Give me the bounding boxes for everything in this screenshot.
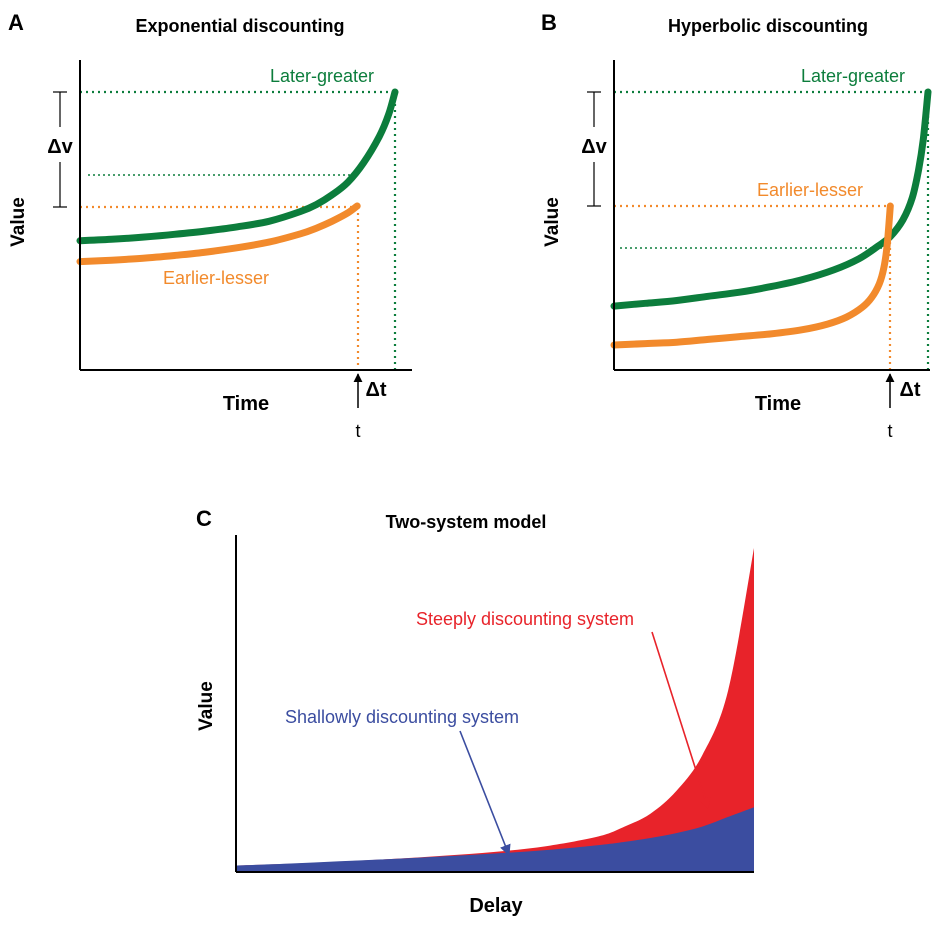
panel-a-delta-t-label: Δt — [365, 379, 386, 401]
panel-c-ylabel: Value — [196, 681, 217, 731]
panel-c-title: Two-system model — [386, 512, 547, 532]
panel-a-letter: A — [8, 10, 24, 35]
panel-b-title: Hyperbolic discounting — [668, 16, 868, 36]
panel-b-later-greater-curve — [610, 88, 932, 310]
panel-a-delta-v-bracket — [53, 91, 67, 208]
panel-b-letter: B — [541, 10, 557, 35]
panel-a-t-label: t — [355, 421, 360, 441]
panel-c-steep-label: Steeply discounting system — [416, 609, 634, 629]
panel-a-earlier-lesser-label: Earlier-lesser — [163, 268, 269, 288]
panel-b-delta-t-label: Δt — [899, 379, 920, 401]
panel-a-delta-v-label: Δv — [47, 136, 73, 158]
panel-b-delta-v-label: Δv — [581, 136, 607, 158]
panel-c-shallow-system-area — [236, 807, 754, 872]
panel-a-xlabel: Time — [223, 393, 269, 415]
panel-a-ylabel: Value — [8, 197, 29, 247]
panel-b-delta-v-bracket — [587, 91, 601, 207]
panel-b-earlier-lesser-curve — [610, 202, 894, 349]
panel-a-later-greater-curve — [76, 88, 399, 245]
panel-b-xlabel: Time — [755, 393, 801, 415]
panel-b-t-label: t — [887, 421, 892, 441]
panel-a-title: Exponential discounting — [135, 16, 344, 36]
panel-a-earlier-lesser-curve — [76, 202, 361, 266]
panel-a: A Exponential discounting Value Time Lat… — [8, 10, 412, 441]
panel-b-ylabel: Value — [542, 197, 563, 247]
panel-a-later-greater-label: Later-greater — [270, 66, 374, 86]
panel-b-earlier-lesser-label: Earlier-lesser — [757, 180, 863, 200]
panel-c-steep-arrow — [651, 631, 711, 810]
panel-b: B Hyperbolic discounting Value Time Late… — [541, 10, 932, 441]
panel-c-shallow-label: Shallowly discounting system — [285, 707, 519, 727]
panel-c-shallow-arrow — [459, 730, 511, 857]
panel-c-xlabel: Delay — [469, 895, 523, 917]
panel-b-later-greater-label: Later-greater — [801, 66, 905, 86]
panel-c: C Two-system model Value Delay Steeply d… — [196, 506, 754, 917]
panel-c-letter: C — [196, 506, 212, 531]
